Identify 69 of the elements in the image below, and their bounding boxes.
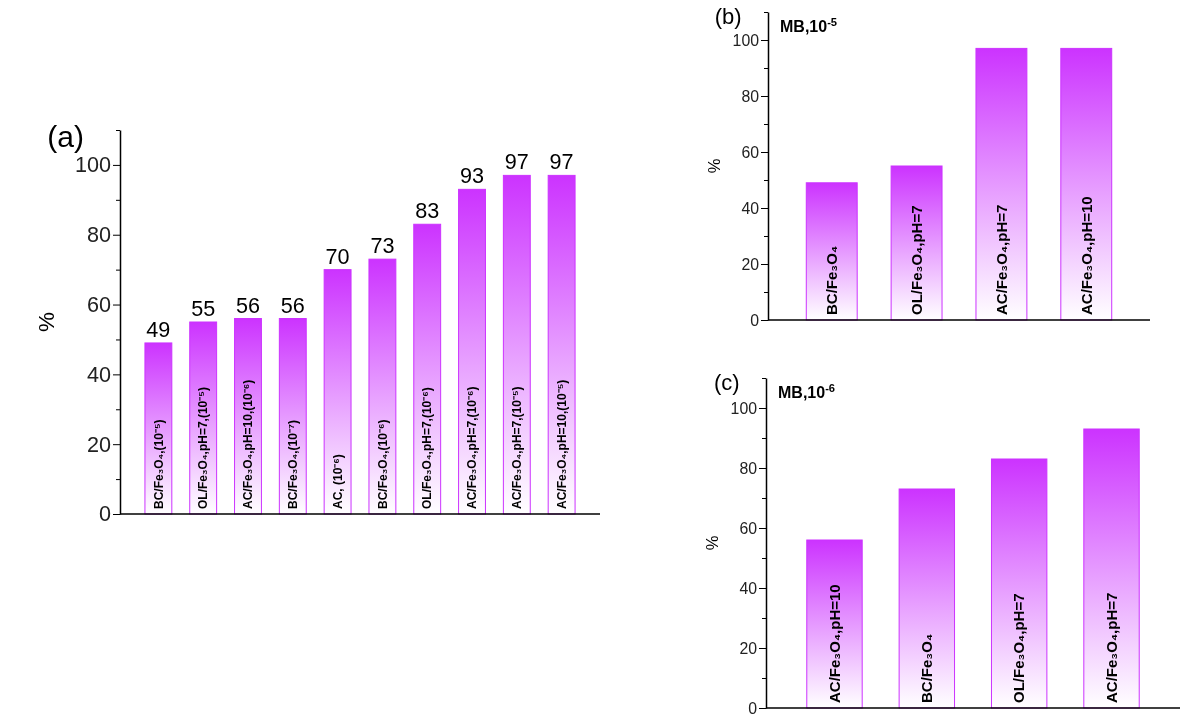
x-tick-label: AC/Fe₃O₄,pH=7 — [1102, 592, 1120, 703]
data-label: 55 — [191, 296, 216, 321]
x-tick-label: AC/Fe₃O₄,pH=7,(10⁻⁶) — [465, 386, 480, 509]
bar — [898, 488, 956, 709]
y-tick-label: 80 — [86, 222, 111, 248]
chart-title: (b) — [714, 4, 742, 30]
y-axis-title: % — [704, 158, 723, 174]
x-tick-label: AC/Fe₃O₄,pH=7,(10⁻⁵) — [510, 386, 525, 509]
data-label: 97 — [504, 149, 529, 175]
bar — [368, 258, 397, 515]
bar — [990, 458, 1048, 709]
chart-subtitle: MB,10$^{-5}$ — [780, 16, 838, 35]
x-tick-label: BC/Fe₃O₄ — [918, 633, 936, 703]
y-tick-label: 100 — [730, 399, 758, 417]
data-label: 56 — [235, 292, 260, 318]
bar — [502, 174, 531, 515]
x-tick-label: AC/Fe₃O₄,pH=7 — [992, 204, 1010, 315]
y-tick-label: 0 — [748, 699, 758, 717]
y-tick-label: 80 — [739, 459, 758, 477]
y-tick-label: 0 — [98, 501, 111, 527]
x-tick-label: BC/Fe₃O₄,(10⁻⁶) — [375, 419, 390, 509]
x-tick-label: BC/Fe₃O₄,(10⁻⁵) — [151, 419, 166, 509]
bar — [806, 539, 863, 709]
data-label: 73 — [370, 233, 395, 259]
x-tick-label: OL/Fe₃O₄,pH=7,(10⁻⁶) — [420, 387, 435, 509]
y-tick-label: 60 — [86, 291, 111, 317]
x-tick-label: AC/Fe₃O₄,pH=10,(10⁻⁵) — [554, 379, 569, 509]
data-label: 97 — [549, 149, 574, 175]
x-tick-label: OL/Fe₃O₄,pH=7 — [907, 205, 925, 315]
bar — [278, 318, 307, 515]
bar — [547, 174, 576, 515]
chart-subtitle: MB,10$^{-6}$ — [778, 382, 836, 401]
bar — [458, 188, 486, 515]
chart-title: (a) — [47, 119, 84, 153]
bar — [805, 182, 858, 321]
bar — [323, 269, 352, 515]
x-tick-label: BC/Fe₃O₄,(10⁻⁷) — [285, 420, 300, 509]
y-tick-label: 80 — [741, 87, 760, 105]
y-axis-title: % — [702, 535, 721, 551]
y-tick-label: 20 — [739, 639, 758, 657]
bar — [1083, 428, 1140, 709]
y-tick-label: 20 — [741, 255, 760, 273]
data-label: 93 — [460, 163, 485, 189]
data-label: 56 — [280, 292, 305, 318]
chart-title: (c) — [713, 370, 740, 396]
bar — [975, 47, 1028, 321]
y-tick-label: 40 — [86, 361, 111, 387]
x-tick-label: AC/Fe₃O₄,pH=10 — [825, 584, 843, 703]
x-tick-label: AC/Fe₃O₄,pH=10,(10⁻⁶) — [241, 379, 256, 509]
bar — [890, 165, 943, 321]
x-tick-label: OL/Fe₃O₄,pH=7,(10⁻⁵) — [196, 387, 211, 509]
y-tick-label: 20 — [86, 431, 111, 457]
y-tick-label: 60 — [741, 143, 760, 161]
x-tick-label: AC, (10⁻⁶) — [330, 454, 345, 509]
y-tick-label: 100 — [732, 31, 760, 49]
data-label: 83 — [415, 198, 440, 224]
y-tick-label: 40 — [741, 199, 760, 217]
x-tick-label: OL/Fe₃O₄,pH=7 — [1010, 593, 1028, 703]
y-tick-label: 100 — [74, 152, 111, 178]
y-axis-title: % — [34, 311, 59, 333]
y-tick-label: 40 — [739, 579, 758, 597]
y-tick-label: 0 — [750, 311, 760, 329]
bar — [1060, 47, 1113, 321]
bar — [413, 223, 442, 515]
y-tick-label: 60 — [739, 519, 758, 537]
x-tick-label: AC/Fe₃O₄,pH=10 — [1077, 196, 1095, 315]
data-label: 49 — [146, 316, 171, 342]
x-tick-label: BC/Fe₃O₄ — [822, 245, 840, 315]
data-label: 70 — [325, 243, 350, 269]
